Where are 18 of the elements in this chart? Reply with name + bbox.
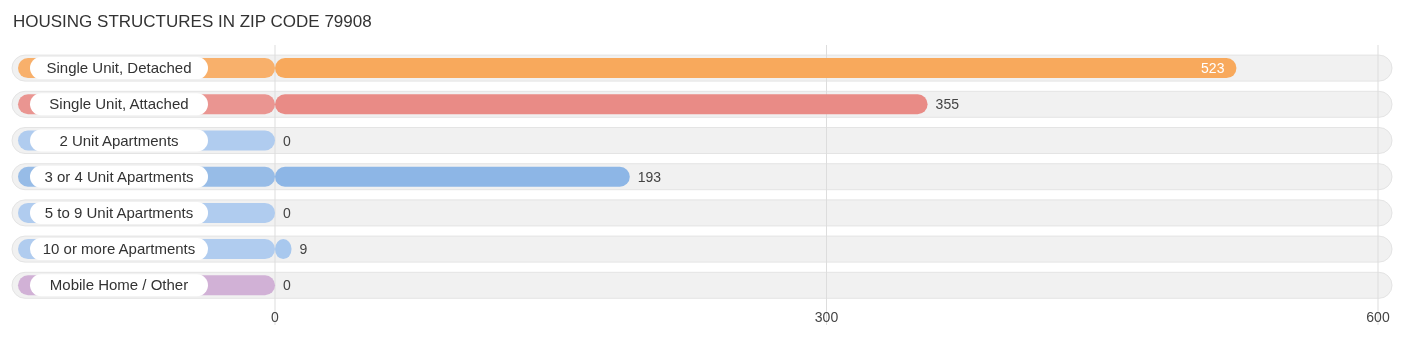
data-label: 0: [283, 277, 291, 294]
data-label: 523: [1201, 60, 1225, 77]
x-tick-label: 0: [271, 309, 280, 325]
data-label: 355: [935, 96, 960, 113]
y-tick-label: 2 Unit Apartments: [59, 131, 179, 149]
y-tick-label: Mobile Home / Other: [49, 276, 189, 294]
y-tick-label: 10 or more Apartments: [42, 240, 196, 258]
data-label: 9: [299, 241, 308, 258]
y-tick-label: 3 or 4 Unit Apartments: [44, 167, 194, 185]
x-tick-label: 600: [1366, 309, 1390, 325]
y-tick-label: 5 to 9 Unit Apartments: [44, 203, 194, 221]
chart-title: HOUSING STRUCTURES IN ZIP CODE 79908: [13, 12, 372, 31]
x-tick-label: 300: [814, 309, 839, 325]
y-tick-label: Single Unit, Detached: [46, 59, 192, 77]
data-label: 0: [283, 132, 291, 149]
data-label: 0: [283, 204, 291, 221]
data-label: 193: [637, 168, 662, 185]
y-tick-label: Single Unit, Attached: [49, 95, 189, 113]
